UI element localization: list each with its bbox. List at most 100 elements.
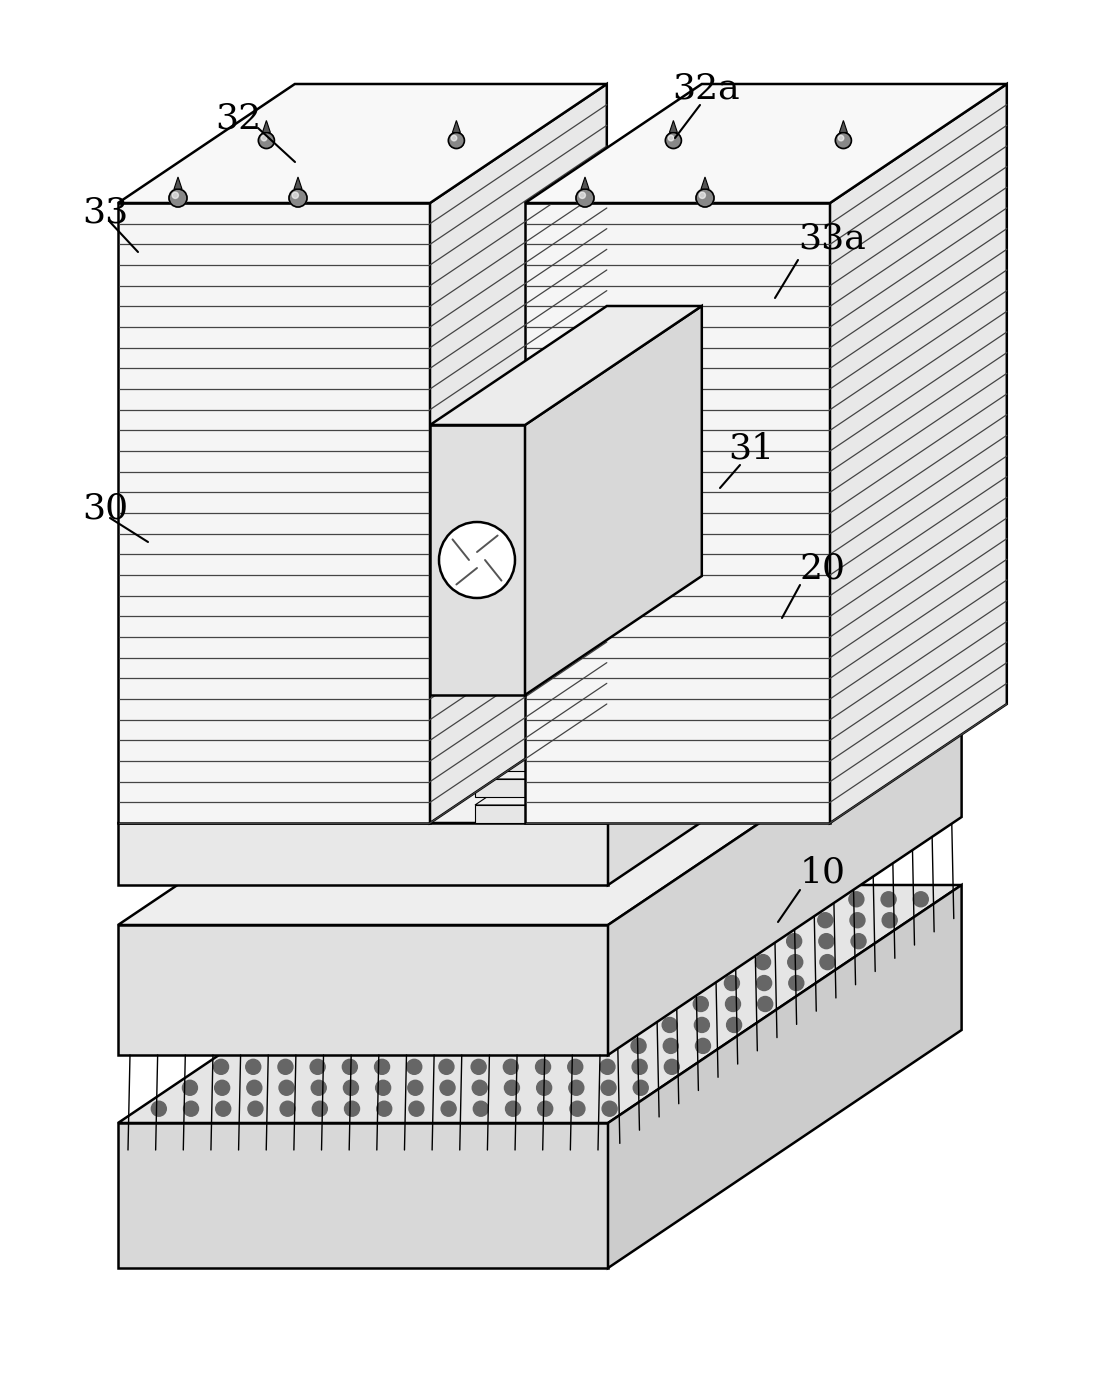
Circle shape	[720, 892, 735, 906]
Circle shape	[788, 976, 804, 991]
Polygon shape	[839, 121, 848, 132]
Circle shape	[343, 1059, 357, 1074]
Circle shape	[627, 955, 641, 970]
Circle shape	[755, 955, 771, 970]
Polygon shape	[475, 701, 580, 719]
Circle shape	[533, 997, 547, 1012]
Circle shape	[502, 1038, 517, 1054]
Circle shape	[505, 1101, 520, 1116]
Circle shape	[598, 1038, 614, 1054]
Circle shape	[914, 892, 928, 906]
Polygon shape	[452, 121, 460, 132]
Circle shape	[500, 997, 515, 1012]
Polygon shape	[525, 83, 1007, 203]
Circle shape	[594, 955, 609, 970]
Circle shape	[463, 913, 479, 927]
Circle shape	[630, 1017, 645, 1033]
Polygon shape	[608, 687, 962, 1055]
Circle shape	[497, 955, 513, 970]
Polygon shape	[117, 687, 962, 924]
Circle shape	[624, 892, 638, 906]
Polygon shape	[475, 607, 834, 778]
Circle shape	[307, 997, 322, 1012]
Circle shape	[309, 1038, 324, 1054]
Circle shape	[432, 624, 449, 642]
Polygon shape	[475, 649, 580, 667]
Circle shape	[758, 997, 773, 1012]
Circle shape	[634, 1080, 648, 1095]
Circle shape	[292, 192, 299, 199]
Circle shape	[403, 997, 418, 1012]
Circle shape	[464, 934, 480, 948]
Circle shape	[699, 192, 705, 199]
Circle shape	[183, 1101, 199, 1116]
Circle shape	[467, 976, 482, 991]
Circle shape	[849, 892, 864, 906]
Circle shape	[371, 997, 386, 1012]
Circle shape	[215, 1101, 231, 1116]
Circle shape	[408, 1101, 424, 1116]
Circle shape	[592, 913, 607, 927]
Polygon shape	[475, 753, 580, 771]
Circle shape	[695, 1038, 710, 1054]
Circle shape	[659, 955, 674, 970]
Circle shape	[280, 1101, 295, 1116]
Circle shape	[722, 934, 737, 948]
Circle shape	[369, 955, 384, 970]
Circle shape	[665, 132, 682, 149]
Circle shape	[405, 1038, 421, 1054]
Polygon shape	[475, 581, 834, 753]
Circle shape	[637, 624, 654, 642]
Circle shape	[312, 1101, 327, 1116]
Circle shape	[439, 1059, 453, 1074]
Circle shape	[402, 955, 416, 970]
Circle shape	[656, 892, 671, 906]
Polygon shape	[117, 203, 430, 823]
Circle shape	[213, 1059, 228, 1074]
Polygon shape	[608, 885, 962, 1268]
Circle shape	[373, 1038, 389, 1054]
Circle shape	[787, 955, 803, 970]
Polygon shape	[475, 805, 580, 823]
Circle shape	[307, 1017, 323, 1033]
Circle shape	[626, 934, 640, 948]
Polygon shape	[117, 885, 962, 1123]
Circle shape	[752, 892, 768, 906]
Circle shape	[462, 892, 478, 906]
Circle shape	[784, 892, 799, 906]
Polygon shape	[580, 634, 834, 823]
Circle shape	[690, 934, 705, 948]
Circle shape	[631, 1038, 646, 1054]
Circle shape	[625, 913, 639, 927]
Circle shape	[277, 1038, 292, 1054]
Polygon shape	[262, 121, 270, 132]
Circle shape	[570, 1101, 585, 1116]
Circle shape	[632, 1059, 647, 1074]
Circle shape	[820, 955, 834, 970]
Polygon shape	[475, 778, 580, 796]
Circle shape	[727, 1017, 741, 1033]
Circle shape	[658, 934, 673, 948]
Circle shape	[754, 934, 770, 948]
Circle shape	[602, 1101, 617, 1116]
Circle shape	[246, 1059, 260, 1074]
Circle shape	[531, 976, 546, 991]
Text: 32: 32	[215, 101, 261, 135]
Circle shape	[504, 1080, 519, 1095]
Polygon shape	[475, 478, 834, 649]
Circle shape	[376, 1080, 391, 1095]
Circle shape	[592, 892, 606, 906]
Circle shape	[401, 934, 415, 948]
Polygon shape	[475, 556, 834, 727]
Circle shape	[657, 913, 672, 927]
Circle shape	[258, 132, 274, 149]
Circle shape	[433, 934, 448, 948]
Polygon shape	[830, 83, 1007, 823]
Circle shape	[595, 976, 610, 991]
Circle shape	[169, 189, 187, 207]
Circle shape	[289, 189, 307, 207]
Circle shape	[472, 1080, 488, 1095]
Polygon shape	[117, 924, 608, 1055]
Circle shape	[503, 1059, 518, 1074]
Polygon shape	[580, 556, 834, 745]
